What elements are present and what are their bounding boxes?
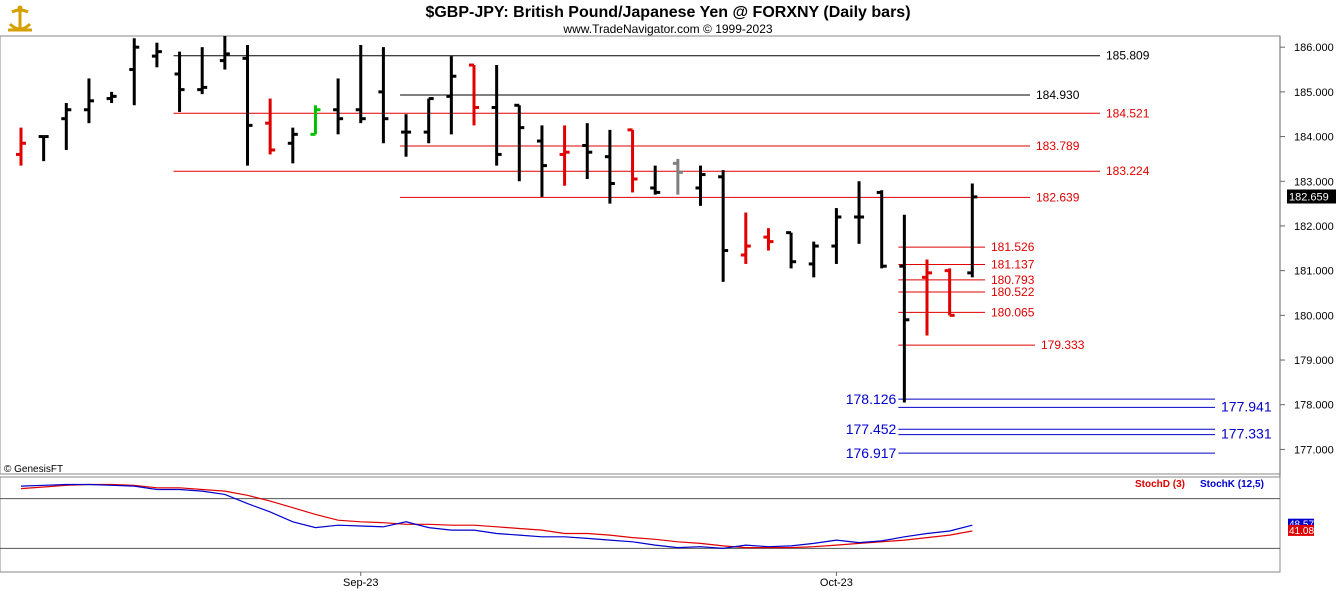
ohlc-bar [333,78,344,135]
stochk-value-tag [1288,518,1314,530]
price-pane-frame [0,35,1281,475]
ohlc-bar [174,51,185,112]
ohlc-bar [423,97,434,144]
last-price-tag [1287,189,1336,204]
ohlc-bar [514,103,525,182]
stochastic-series-line [20,483,973,550]
level-label: 180.522 [991,285,1035,299]
price-axis-label: 185.000 [1294,87,1334,99]
chart-title: $GBP-JPY: British Pound/Japanese Yen @ F… [425,4,910,21]
ohlc-bar [446,56,457,135]
price-axis-label: 182.000 [1294,221,1334,233]
ohlc-bar [129,38,140,106]
ohlc-bar [401,114,412,157]
level-label: 179.333 [1041,338,1085,352]
ohlc-bar [808,241,819,278]
level-label: 184.521 [1106,106,1150,120]
ohlc-bar [242,44,253,166]
ohlc-bar [763,228,774,251]
ohlc-bar [38,135,49,162]
ohlc-bar [604,129,615,204]
ohlc-bar [16,127,26,166]
ohlc-bar [83,78,94,124]
level-label: 183.224 [1106,164,1150,178]
ohlc-bar [831,208,842,264]
price-axis-label: 177.000 [1294,444,1334,456]
ohlc-bar [197,47,208,95]
ohlc-bar [967,183,978,278]
level-label: 180.793 [991,273,1035,287]
x-axis: Sep-23 Oct-23 [343,572,853,589]
ohlc-bar [944,268,955,317]
level-label: 182.639 [1036,190,1080,204]
ohlc-bar [854,181,865,244]
x-axis-label: Sep-23 [343,577,378,589]
price-axis-label: 181.000 [1294,266,1334,278]
level-label: 183.789 [1036,139,1080,153]
level-label: 184.930 [1036,88,1080,102]
last-price-label: 182.659 [1289,191,1329,203]
ohlc-bar [106,91,117,104]
ohlc-bar [740,212,751,264]
ohlc-bar [718,170,729,282]
level-label: 185.809 [1106,49,1150,63]
ohlc-bar [151,42,162,68]
ohlc-bar [61,103,72,150]
stochd-value-label: 41.08 [1289,526,1314,537]
ohlc-bar [627,128,638,193]
price-axis: 186.000 185.000 184.000 183.000 182.000 181.0… [1279,36,1336,572]
price-axis-label: 184.000 [1294,132,1334,144]
ohlc-bar [378,47,389,144]
ohlc-bar [491,65,502,166]
ohlc-bar [695,165,706,206]
level-label: 177.331 [1221,426,1272,442]
price-axis-label: 178.000 [1294,400,1334,412]
stochastic-legend: StochD (3) StochK (12,5) [1135,479,1264,490]
trade-navigator-logo-icon[interactable] [8,5,32,32]
chart-subtitle: www.TradeNavigator.com © 1999-2023 [562,22,772,36]
ohlc-bar [899,214,910,403]
level-label: 181.526 [991,240,1035,254]
level-label: 178.126 [846,391,897,407]
legend-stochk: StochK (12,5) [1200,479,1264,490]
ohlc-bar [287,127,298,164]
ohlc-bar [650,165,661,195]
x-axis-label: Oct-23 [820,577,853,589]
ohlc-bar [922,259,932,336]
legend-stochd: StochD (3) [1135,479,1185,490]
ohlc-bar [469,63,479,126]
price-axis-label: 183.000 [1294,176,1334,188]
level-label: 180.065 [991,305,1035,319]
stochd-value-tag [1288,524,1314,536]
level-label: 177.941 [1221,398,1272,414]
price-axis-label: 186.000 [1294,42,1334,54]
ohlc-bar [355,44,366,124]
level-label: 177.452 [846,421,897,437]
price-pane[interactable]: 185.809 184.930 184.521 183.789 183.224 182.6… [0,35,1281,475]
stochastic-pane[interactable] [0,476,1281,573]
ohlc-bar [219,36,230,70]
ohlc-bar [582,123,593,180]
ohlc-bar [536,125,547,197]
price-axis-label: 179.000 [1294,355,1334,367]
stochastic-series-line [20,483,973,549]
level-label: 176.917 [846,445,897,461]
ohlc-bar [310,105,321,136]
ohlc-bar [876,190,887,269]
watermark: © GenesisFT [4,464,63,475]
level-label: 181.137 [991,258,1035,272]
ohlc-bar [672,158,683,195]
ohlc-bar [786,231,797,269]
ohlc-bar [559,125,570,186]
price-axis-label: 180.000 [1294,310,1334,322]
ohlc-bar [265,98,276,155]
stochastic-frame [0,476,1281,573]
